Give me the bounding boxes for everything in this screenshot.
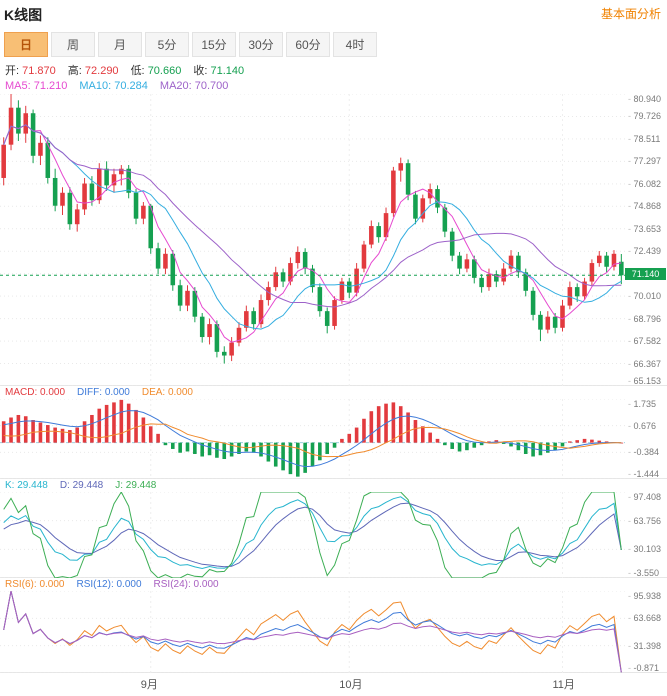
y-axis-label: 0.676 — [628, 421, 657, 431]
x-axis: 9月 10月 11月 — [0, 673, 625, 691]
y-axis-label: 79.726 — [628, 111, 662, 121]
ohlc-readout-high: 高: 72.290 — [67, 65, 119, 77]
rsi-readout-rsi24: RSI(24): 0.000 — [153, 579, 219, 590]
y-axis-label: 97.408 — [628, 492, 662, 502]
kdj-readout-j: J: 29.448 — [115, 480, 157, 491]
macd-readout-dea: DEA: 0.000 — [141, 387, 193, 398]
y-axis-label: -0.384 — [628, 447, 660, 457]
tab-60min[interactable]: 60分 — [286, 32, 330, 57]
y-axis-label: -3.550 — [628, 568, 660, 578]
tab-day[interactable]: 日 — [4, 32, 48, 57]
kdj-readout-d: D: 29.448 — [59, 480, 104, 491]
y-axis-label: -1.444 — [628, 469, 660, 479]
y-axis-label: 78.511 — [628, 134, 661, 144]
y-axis-label: 76.082 — [628, 179, 662, 189]
page-title: K线图 — [4, 7, 43, 23]
rsi-readout-rsi6: RSI(6): 0.000 — [5, 579, 65, 590]
tab-5min[interactable]: 5分 — [145, 32, 189, 57]
y-axis-label: 70.010 — [628, 291, 662, 301]
y-axis-label: 66.367 — [628, 359, 662, 369]
y-axis-label: 63.756 — [628, 516, 662, 526]
fundamental-analysis-link[interactable]: 基本面分析 — [600, 7, 661, 21]
rsi-panel: 95.938 63.668 31.398 -0.871 — [0, 591, 667, 673]
y-axis-label: 31.398 — [628, 641, 662, 651]
kdj-readout-k: K: 29.448 — [5, 480, 48, 491]
y-axis-label: 74.868 — [628, 201, 662, 211]
kdj-readout: K: 29.448 D: 29.448 J: 29.448 — [0, 479, 667, 492]
candlestick-chart[interactable] — [0, 94, 625, 386]
tab-15min[interactable]: 15分 — [192, 32, 236, 57]
macd-readout-macd: MACD: 0.000 — [5, 387, 66, 398]
y-axis-label: 95.938 — [628, 591, 662, 601]
x-axis-month-label: 11月 — [552, 679, 575, 691]
tab-week[interactable]: 周 — [51, 32, 95, 57]
y-axis-label: 63.668 — [628, 613, 662, 623]
ma-readout-ma5: MA5: 71.210 — [5, 80, 68, 92]
macd-panel: 1.735 0.676 -0.384 -1.444 — [0, 399, 667, 479]
rsi-readout: RSI(6): 0.000 RSI(12): 0.000 RSI(24): 0.00… — [0, 578, 667, 591]
ohlc-readout-close: 收: 71.140 — [193, 65, 245, 77]
y-axis-label: 73.653 — [628, 224, 662, 234]
main-chart-panel: 80.940 79.726 78.511 77.297 76.082 74.868 73.6… — [0, 94, 667, 386]
rsi-chart[interactable] — [0, 591, 625, 673]
tab-month[interactable]: 月 — [98, 32, 142, 57]
ohlc-readout: 开: 71.870 高: 72.290 低: 70.660 收: 71.140 — [0, 64, 667, 79]
kdj-chart[interactable] — [0, 492, 625, 578]
rsi-y-axis: 95.938 63.668 31.398 -0.871 — [626, 591, 667, 673]
timeframe-tabs: 日周月 5分 15分 30分 60分 4时 — [4, 32, 667, 58]
y-axis-label: -0.871 — [628, 663, 660, 673]
ma-readout-ma10: MA10: 70.284 — [79, 80, 148, 92]
tab-4hour[interactable]: 4时 — [333, 32, 377, 57]
kdj-y-axis: 97.408 63.756 30.103 -3.550 — [626, 492, 667, 578]
macd-readout: MACD: 0.000 DIFF: 0.000 DEA: 0.000 — [0, 386, 667, 399]
y-axis-label: 1.735 — [628, 399, 657, 409]
y-axis-label: 68.796 — [628, 314, 662, 324]
x-axis-month-label: 10月 — [339, 679, 363, 691]
ma-readout: MA5: 71.210 MA10: 70.284 MA20: 70.700 — [0, 79, 667, 94]
y-axis-label: 80.940 — [628, 94, 662, 104]
current-price-tag: 71.140 — [625, 268, 666, 281]
y-axis-label: 77.297 — [628, 156, 662, 166]
macd-y-axis: 1.735 0.676 -0.384 -1.444 — [626, 399, 667, 479]
y-axis-label: 67.582 — [628, 336, 662, 346]
y-axis-label: 72.439 — [628, 246, 662, 256]
header: K线图 基本面分析 — [0, 0, 667, 26]
ma-readout-ma20: MA20: 70.700 — [159, 80, 229, 92]
ohlc-readout-low: 低: 70.660 — [130, 65, 182, 77]
macd-chart[interactable] — [0, 399, 625, 479]
ohlc-readout-open: 开: 71.870 — [5, 65, 56, 77]
price-y-axis: 80.940 79.726 78.511 77.297 76.082 74.868 73.6… — [626, 94, 667, 386]
y-axis-label: 65.153 — [628, 376, 662, 386]
x-axis-month-label: 9月 — [140, 679, 158, 691]
tab-30min[interactable]: 30分 — [239, 32, 283, 57]
rsi-readout-rsi12: RSI(12): 0.000 — [76, 579, 142, 590]
y-axis-label: 30.103 — [628, 544, 662, 554]
kdj-panel: 97.408 63.756 30.103 -3.550 — [0, 492, 667, 578]
macd-readout-diff: DIFF: 0.000 — [77, 387, 130, 398]
